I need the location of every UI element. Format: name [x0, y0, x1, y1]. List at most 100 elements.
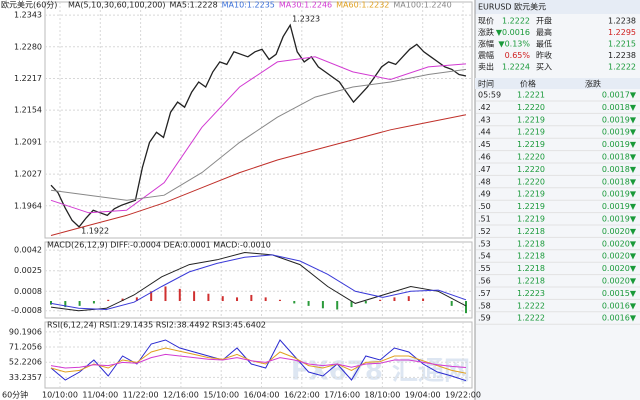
quote-label: 现价 — [478, 17, 494, 26]
quote-label: 震幅 — [478, 50, 494, 60]
tick-change: 0.0018▼ — [602, 153, 637, 162]
tick-price: 1.2219 — [517, 202, 545, 211]
panel-title: MACD(26,12,9) DIFF:-0.0004 DEA:0.0001 MA… — [47, 241, 271, 250]
quote-label: 卖出 — [478, 62, 494, 72]
quote-value: 1.2295 — [608, 28, 636, 37]
quote-label: 最低 — [536, 39, 552, 49]
panel-frame — [44, 321, 473, 389]
tick-change: 0.0017▼ — [602, 91, 637, 100]
panel-frame — [44, 1, 473, 239]
tick-change: 0.0020▼ — [602, 264, 637, 273]
tick-price: 1.2218 — [517, 227, 545, 236]
series-line — [50, 56, 467, 214]
tick-change: 0.0018▼ — [602, 177, 637, 186]
y-tick-label: 1.2154 — [14, 106, 42, 115]
tick-price: 1.2220 — [517, 177, 545, 186]
y-tick-label: 0.0025 — [14, 266, 42, 275]
tick-price: 1.2219 — [517, 190, 545, 199]
tick-time: .46 — [478, 153, 491, 162]
tick-price: 1.2219 — [517, 128, 545, 137]
tick-change: 0.0019▼ — [602, 140, 637, 149]
side-header — [475, 0, 640, 14]
y-tick-label: 33.2357 — [9, 373, 42, 382]
tick-time: .55 — [478, 264, 491, 273]
tick-time: .51 — [478, 215, 491, 224]
quote-value: 0.65% — [505, 51, 531, 60]
quote-value: 1.2238 — [608, 51, 636, 60]
y-tick-label: -0.0008 — [11, 306, 42, 315]
series-line — [50, 254, 467, 311]
tick-change: 0.0016▼ — [602, 314, 637, 323]
x-tick-label: 12/16:00 — [163, 391, 199, 400]
tick-change: 0.0020▼ — [602, 277, 637, 286]
tick-price: 1.2218 — [517, 239, 545, 248]
quote-label: 昨收 — [536, 50, 552, 60]
y-tick-label: 90.1906 — [9, 327, 42, 336]
x-tick-label: 18/10:00 — [364, 391, 400, 400]
tick-change: 0.0015▼ — [602, 289, 637, 298]
quote-label: 涨幅 — [478, 39, 494, 49]
x-tick-label: 19/22:00 — [445, 391, 481, 400]
tick-time: 05:59 — [478, 91, 501, 100]
quote-value: ▼0.13% — [498, 40, 530, 49]
x-tick-label: 11/22:00 — [123, 391, 159, 400]
tick-header: 价格 — [520, 79, 536, 89]
tick-change: 0.0019▼ — [602, 115, 637, 124]
symbol: EURUSD 欧元美元 — [478, 2, 546, 12]
y-tick-label: 0.0042 — [14, 246, 42, 255]
series-line — [50, 353, 467, 369]
x-tick-label: 11/04:00 — [82, 391, 118, 400]
tick-time: .50 — [478, 202, 491, 211]
tick-change: 0.0019▼ — [602, 202, 637, 211]
tick-change: 0.0019▼ — [602, 215, 637, 224]
tick-price: 1.2218 — [517, 264, 545, 273]
indicator: MA(5,10,30,60,100,200) — [68, 1, 166, 10]
tick-time: .45 — [478, 140, 491, 149]
panel-title: RSI(6,12,24) RSI1:29.1435 RSI2:38.4492 R… — [47, 321, 266, 330]
indicator-value: MA5:1.2228 — [170, 1, 218, 10]
tick-price: 1.2219 — [517, 140, 545, 149]
quote-label: 开盘 — [536, 16, 552, 26]
tick-time: .57 — [478, 289, 491, 298]
tick-price: 1.2222 — [517, 301, 545, 310]
tick-change: 0.0020▼ — [602, 252, 637, 261]
high-label: 1.2323 — [292, 15, 320, 24]
indicator-value: MA30:1.2246 — [279, 1, 332, 10]
tick-time: .52 — [478, 227, 491, 236]
y-tick-label: 71.2056 — [9, 343, 42, 352]
tick-price: 1.2220 — [517, 165, 545, 174]
quote-value: 1.2222 — [502, 17, 530, 26]
x-tick-label: 10/10:00 — [42, 391, 78, 400]
quote-value: 1.2238 — [608, 17, 636, 26]
tick-header-bg — [475, 78, 640, 89]
tick-change: 0.0020▼ — [602, 227, 637, 236]
x-tick-label: 19/04:00 — [405, 391, 441, 400]
x-tick-label: 17/16:00 — [324, 391, 360, 400]
y-tick-label: 52.2206 — [9, 358, 42, 367]
tick-price: 1.2219 — [517, 215, 545, 224]
tick-header: 涨跌 — [585, 79, 601, 89]
quote-value: 1.2224 — [502, 63, 530, 72]
series-line — [50, 347, 467, 374]
indicator-value: MA10:1.2235 — [222, 1, 275, 10]
tick-time: .49 — [478, 190, 491, 199]
y-tick-label: 1.2091 — [14, 137, 42, 146]
quote-label: 最高 — [536, 27, 552, 37]
y-tick-label: 1.1964 — [14, 201, 42, 210]
tick-time: .48 — [478, 177, 491, 186]
tick-change: 0.0019▼ — [602, 190, 637, 199]
series-line — [50, 23, 467, 228]
tick-time: .42 — [478, 103, 491, 112]
tick-time: .54 — [478, 252, 491, 261]
series-line — [50, 68, 467, 201]
tick-change: 0.0020▼ — [602, 239, 637, 248]
quote-value: ▼0.0016 — [496, 28, 530, 37]
x-tick-label: 15/10:00 — [203, 391, 239, 400]
chart-title: 欧元美元(60分) — [1, 0, 57, 10]
tick-time: .47 — [478, 165, 491, 174]
tick-change: 0.0019▼ — [602, 128, 637, 137]
tick-time: .58 — [478, 301, 491, 310]
x-tick-label: 16/22:00 — [284, 391, 320, 400]
tick-price: 1.2218 — [517, 252, 545, 261]
